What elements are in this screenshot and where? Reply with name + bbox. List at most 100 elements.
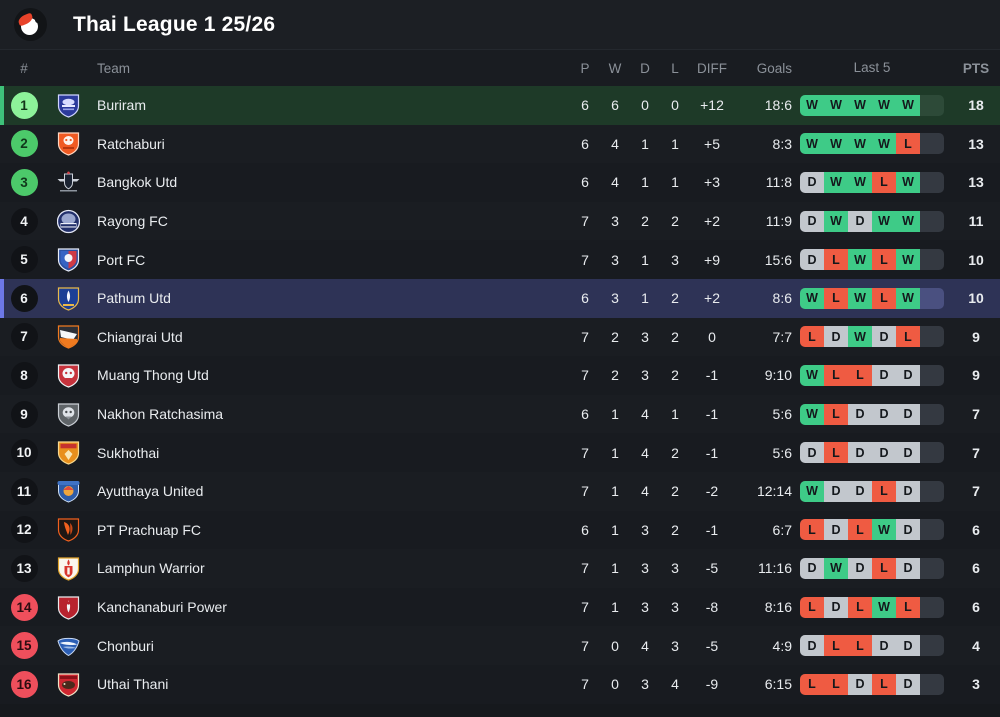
form-pill-w[interactable]: W	[800, 403, 824, 425]
table-row[interactable]: 14 Kanchanaburi Power 7 1 3 3 -8 8:16 L D L W L 6	[0, 587, 1000, 627]
form-pill-d[interactable]: D	[848, 673, 872, 695]
column-header-diff[interactable]: DIFF	[697, 60, 727, 76]
form-pill-l[interactable]: L	[824, 364, 848, 386]
table-row[interactable]: 16 Uthai Thani 7 0 3 4 -9 6:15 L L D L D 3	[0, 664, 1000, 704]
form-pill-w[interactable]: W	[800, 133, 824, 155]
form-pill-d[interactable]: D	[800, 442, 824, 464]
form-pill-d[interactable]: D	[848, 210, 872, 232]
form-pill-l[interactable]: L	[872, 673, 896, 695]
form-pill-w[interactable]: W	[824, 133, 848, 155]
form-pill-d[interactable]: D	[848, 442, 872, 464]
form-pill-w[interactable]: W	[800, 480, 824, 502]
form-pill-w[interactable]: W	[896, 210, 920, 232]
form-pill-w[interactable]: W	[872, 596, 896, 618]
form-pill-d[interactable]: D	[896, 519, 920, 541]
form-pill-l[interactable]: L	[824, 403, 848, 425]
form-pill-w[interactable]: W	[800, 94, 824, 116]
column-header-won[interactable]: W	[608, 60, 622, 76]
form-pill-d[interactable]: D	[872, 442, 896, 464]
form-pill-w[interactable]: W	[824, 557, 848, 579]
table-row[interactable]: 15 Chonburi 7 0 4 3 -5 4:9 D L L D D 4	[0, 626, 1000, 665]
form-pill-l[interactable]: L	[800, 519, 824, 541]
team-name[interactable]: Port FC	[97, 251, 146, 268]
form-pill-w[interactable]: W	[896, 171, 920, 193]
form-pill-w[interactable]: W	[848, 249, 872, 271]
team-name[interactable]: Chonburi	[97, 637, 154, 654]
form-pill-d[interactable]: D	[848, 557, 872, 579]
form-pill-d[interactable]: D	[824, 596, 848, 618]
column-header-points[interactable]: PTS	[962, 60, 990, 76]
form-pill-d[interactable]: D	[800, 210, 824, 232]
form-pill-l[interactable]: L	[800, 326, 824, 348]
form-pill-d[interactable]: D	[872, 364, 896, 386]
team-name[interactable]: Lamphun Warrior	[97, 560, 205, 577]
column-header-team[interactable]: Team	[97, 60, 131, 76]
form-pill-l[interactable]: L	[800, 673, 824, 695]
form-pill-l[interactable]: L	[824, 287, 848, 309]
form-pill-w[interactable]: W	[848, 326, 872, 348]
column-header-lost[interactable]: L	[671, 60, 679, 76]
form-pill-d[interactable]: D	[800, 635, 824, 657]
form-pill-l[interactable]: L	[872, 480, 896, 502]
table-row[interactable]: 2 Ratchaburi 6 4 1 1 +5 8:3 W W W W L 13	[0, 124, 1000, 164]
form-pill-w[interactable]: W	[872, 210, 896, 232]
form-pill-l[interactable]: L	[824, 249, 848, 271]
form-pill-w[interactable]: W	[848, 133, 872, 155]
form-pill-w[interactable]: W	[872, 133, 896, 155]
form-pill-d[interactable]: D	[872, 403, 896, 425]
team-name[interactable]: Ratchaburi	[97, 135, 165, 152]
form-pill-l[interactable]: L	[824, 635, 848, 657]
form-pill-w[interactable]: W	[848, 171, 872, 193]
form-pill-d[interactable]: D	[896, 557, 920, 579]
form-pill-w[interactable]: W	[872, 519, 896, 541]
form-pill-d[interactable]: D	[824, 519, 848, 541]
table-row[interactable]: 8 Muang Thong Utd 7 2 3 2 -1 9:10 W L L D D 9	[0, 356, 1000, 395]
form-pill-l[interactable]: L	[872, 287, 896, 309]
team-name[interactable]: Rayong FC	[97, 213, 168, 230]
column-header-drawn[interactable]: D	[640, 60, 650, 76]
form-pill-l[interactable]: L	[800, 596, 824, 618]
column-header-goals[interactable]: Goals	[756, 60, 792, 76]
table-row[interactable]: 5 Port FC 7 3 1 3 +9 15:6 D L W L W 10	[0, 240, 1000, 279]
form-pill-d[interactable]: D	[872, 326, 896, 348]
team-name[interactable]: Kanchanaburi Power	[97, 599, 227, 616]
table-row[interactable]: 3 Bangkok Utd 6 4 1 1 +3 11:8 D W W L W 13	[0, 163, 1000, 202]
team-name[interactable]: Pathum Utd	[97, 290, 171, 307]
team-name[interactable]: Sukhothai	[97, 444, 160, 461]
form-pill-d[interactable]: D	[848, 480, 872, 502]
team-name[interactable]: Muang Thong Utd	[97, 367, 209, 384]
team-name[interactable]: Chiangrai Utd	[97, 328, 183, 345]
form-pill-l[interactable]: L	[848, 519, 872, 541]
form-pill-l[interactable]: L	[896, 596, 920, 618]
form-pill-d[interactable]: D	[896, 403, 920, 425]
table-row[interactable]: 12 PT Prachuap FC 6 1 3 2 -1 6:7 L D L W D 6	[0, 510, 1000, 550]
table-row[interactable]: 1 Buriram 6 6 0 0 +12 18:6 W W W W W 18	[0, 86, 1000, 125]
team-name[interactable]: Nakhon Ratchasima	[97, 406, 224, 423]
table-row[interactable]: 7 Chiangrai Utd 7 2 3 2 0 7:7 L D W D L 9	[0, 317, 1000, 357]
form-pill-d[interactable]: D	[800, 171, 824, 193]
form-pill-l[interactable]: L	[896, 326, 920, 348]
form-pill-l[interactable]: L	[848, 635, 872, 657]
team-name[interactable]: Buriram	[97, 97, 147, 114]
form-pill-l[interactable]: L	[872, 557, 896, 579]
form-pill-w[interactable]: W	[800, 287, 824, 309]
table-row[interactable]: 10 Sukhothai 7 1 4 2 -1 5:6 D L D D D 7	[0, 433, 1000, 472]
form-pill-d[interactable]: D	[872, 635, 896, 657]
table-row[interactable]: 6 Pathum Utd 6 3 1 2 +2 8:6 W L W L W 10	[0, 278, 1000, 318]
table-row[interactable]: 11 Ayutthaya United 7 1 4 2 -2 12:14 W D D L D 7	[0, 471, 1000, 511]
form-pill-w[interactable]: W	[824, 171, 848, 193]
table-row[interactable]: 4 Rayong FC 7 3 2 2 +2 11:9 D W D W W 11	[0, 201, 1000, 241]
form-pill-d[interactable]: D	[824, 326, 848, 348]
table-row[interactable]: 9 Nakhon Ratchasima 6 1 4 1 -1 5:6 W L D D D 7	[0, 394, 1000, 434]
form-pill-w[interactable]: W	[896, 94, 920, 116]
form-pill-l[interactable]: L	[896, 133, 920, 155]
form-pill-d[interactable]: D	[896, 364, 920, 386]
form-pill-w[interactable]: W	[896, 287, 920, 309]
form-pill-d[interactable]: D	[848, 403, 872, 425]
form-pill-w[interactable]: W	[848, 94, 872, 116]
form-pill-l[interactable]: L	[848, 364, 872, 386]
form-pill-d[interactable]: D	[824, 480, 848, 502]
table-row[interactable]: 13 Lamphun Warrior 7 1 3 3 -5 11:16 D W D L D 6	[0, 549, 1000, 588]
form-pill-w[interactable]: W	[872, 94, 896, 116]
column-header-played[interactable]: P	[580, 60, 590, 76]
